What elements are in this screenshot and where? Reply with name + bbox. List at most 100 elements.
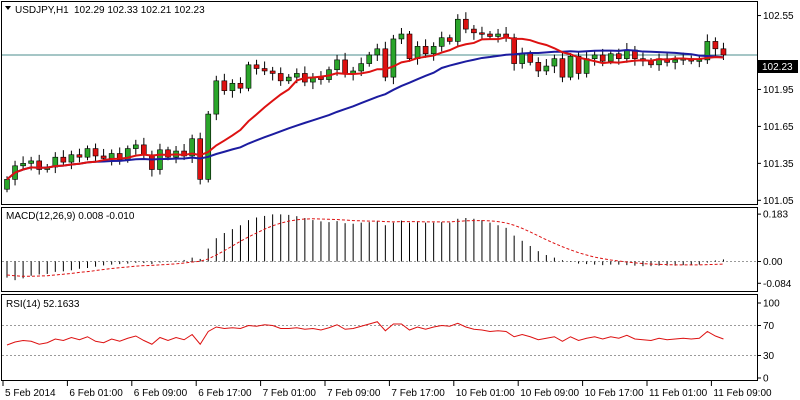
candle-body bbox=[358, 63, 365, 72]
macd-tick-label: 0.183 bbox=[763, 210, 788, 221]
price-marker-box bbox=[758, 60, 798, 73]
candle-body bbox=[406, 33, 413, 59]
candle bbox=[60, 150, 67, 167]
candle bbox=[253, 59, 260, 75]
candle bbox=[406, 30, 413, 62]
candle bbox=[535, 57, 542, 78]
candle-body bbox=[599, 54, 606, 62]
time-tick-label: 7 Feb 17:00 bbox=[391, 388, 445, 399]
macd-tick-label: 0.00 bbox=[763, 257, 783, 268]
rsi-tick-label: 0 bbox=[763, 374, 769, 385]
candle-body bbox=[237, 82, 244, 89]
candle bbox=[438, 31, 445, 52]
candle-body bbox=[36, 160, 43, 170]
candle-body bbox=[607, 53, 614, 62]
rsi-tick-label: 70 bbox=[763, 321, 775, 332]
candle-body bbox=[20, 163, 26, 167]
time-tick-label: 6 Feb 09:00 bbox=[134, 388, 188, 399]
candle bbox=[575, 51, 582, 80]
candle bbox=[463, 12, 469, 34]
candle bbox=[567, 53, 574, 81]
candle-body bbox=[559, 58, 566, 78]
price-panel: 102.55 101.95 101.65 101.35 101.05 USDJPY,H1… bbox=[1, 1, 798, 207]
candle-body bbox=[479, 32, 485, 35]
candle bbox=[446, 34, 453, 45]
time-tick-label: 10 Feb 01:00 bbox=[456, 388, 515, 399]
candle bbox=[36, 154, 43, 175]
candle-body bbox=[487, 33, 493, 37]
candle-body bbox=[334, 59, 340, 71]
candle-body bbox=[253, 64, 260, 69]
candle bbox=[390, 34, 397, 85]
candle-body bbox=[624, 49, 630, 59]
symbol-label: USDJPY,H1 bbox=[15, 5, 69, 16]
candle bbox=[551, 54, 558, 74]
candle-body bbox=[213, 80, 220, 115]
rsi-label: RSI(14) 52.1633 bbox=[6, 299, 80, 310]
candle bbox=[277, 67, 284, 86]
candle bbox=[704, 34, 711, 64]
candle-body bbox=[221, 80, 228, 91]
candle-body bbox=[712, 41, 719, 50]
time-tick-label: 6 Feb 17:00 bbox=[198, 388, 252, 399]
candle-body bbox=[398, 33, 405, 40]
candle-body bbox=[133, 144, 139, 149]
candle-body bbox=[551, 58, 558, 67]
time-tick-label: 7 Feb 09:00 bbox=[327, 388, 381, 399]
candle-body bbox=[84, 148, 91, 158]
time-tick-label: 10 Feb 09:00 bbox=[520, 388, 579, 399]
candle-body bbox=[454, 18, 461, 42]
candle bbox=[591, 50, 598, 66]
candle-body bbox=[92, 148, 99, 157]
candle-body bbox=[519, 53, 526, 64]
macd-tick-label: -0.084 bbox=[763, 279, 792, 290]
candle bbox=[495, 28, 501, 43]
candle-body bbox=[382, 48, 389, 78]
candle bbox=[712, 37, 719, 56]
candle bbox=[422, 39, 429, 58]
candle bbox=[205, 111, 212, 183]
candle-body bbox=[189, 138, 195, 157]
price-tick-label: 101.95 bbox=[763, 85, 794, 96]
candle bbox=[366, 51, 373, 67]
time-tick-label: 7 Feb 01:00 bbox=[263, 388, 317, 399]
candle-body bbox=[245, 64, 252, 89]
price-tick-label: 101.65 bbox=[763, 122, 794, 133]
candle bbox=[237, 77, 244, 94]
time-tick-label: 11 Feb 01:00 bbox=[649, 388, 708, 399]
candle-body bbox=[535, 62, 542, 72]
dropdown-arrow-icon[interactable] bbox=[5, 6, 11, 10]
candle-body bbox=[471, 28, 477, 34]
candle bbox=[261, 61, 268, 76]
time-axis: 5 Feb 2014 6 Feb 01:00 6 Feb 09:00 6 Feb 17… bbox=[2, 381, 772, 399]
candle-body bbox=[285, 76, 292, 82]
rsi-panel-frame bbox=[1, 294, 758, 381]
macd-panel: 0.183 0.00 -0.084 MACD(12,26,9) 0.008 -0.0… bbox=[1, 207, 792, 292]
candle-body bbox=[591, 54, 598, 59]
candle-body bbox=[567, 55, 574, 78]
candle-body bbox=[141, 144, 147, 156]
candle bbox=[213, 75, 220, 121]
candle-body bbox=[430, 46, 437, 55]
candle bbox=[229, 79, 236, 98]
price-tick-label: 101.35 bbox=[763, 159, 794, 170]
price-tick-label: 102.55 bbox=[763, 11, 794, 22]
candle-body bbox=[583, 58, 590, 74]
candle bbox=[398, 27, 405, 44]
candle bbox=[133, 139, 139, 155]
candle-body bbox=[374, 48, 381, 56]
candle-body bbox=[720, 48, 727, 56]
candle-body bbox=[28, 160, 34, 164]
rsi-tick-label: 30 bbox=[763, 351, 775, 362]
candle bbox=[68, 150, 75, 170]
candle bbox=[269, 66, 276, 81]
candle-body bbox=[527, 53, 534, 63]
candle-body bbox=[165, 149, 171, 158]
macd-label: MACD(12,26,9) 0.008 -0.010 bbox=[6, 211, 135, 222]
candle bbox=[76, 148, 83, 163]
candle bbox=[221, 73, 228, 95]
time-tick-label: 6 Feb 01:00 bbox=[69, 388, 123, 399]
candle-body bbox=[511, 37, 517, 64]
candle-body bbox=[390, 38, 397, 78]
